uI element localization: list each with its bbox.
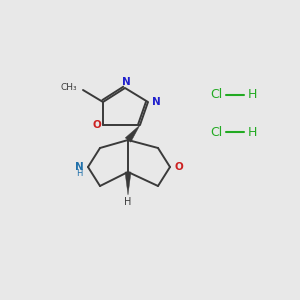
Text: N: N	[75, 162, 83, 172]
Text: H: H	[124, 197, 132, 207]
Text: N: N	[152, 97, 160, 107]
Text: N: N	[122, 77, 130, 87]
Text: O: O	[93, 120, 101, 130]
Text: Cl: Cl	[210, 125, 222, 139]
Text: H: H	[248, 88, 257, 101]
Text: H: H	[76, 169, 82, 178]
Text: CH₃: CH₃	[60, 82, 77, 91]
Polygon shape	[125, 125, 140, 142]
Polygon shape	[125, 172, 131, 195]
Text: H: H	[248, 125, 257, 139]
Text: O: O	[175, 162, 183, 172]
Text: Cl: Cl	[210, 88, 222, 101]
